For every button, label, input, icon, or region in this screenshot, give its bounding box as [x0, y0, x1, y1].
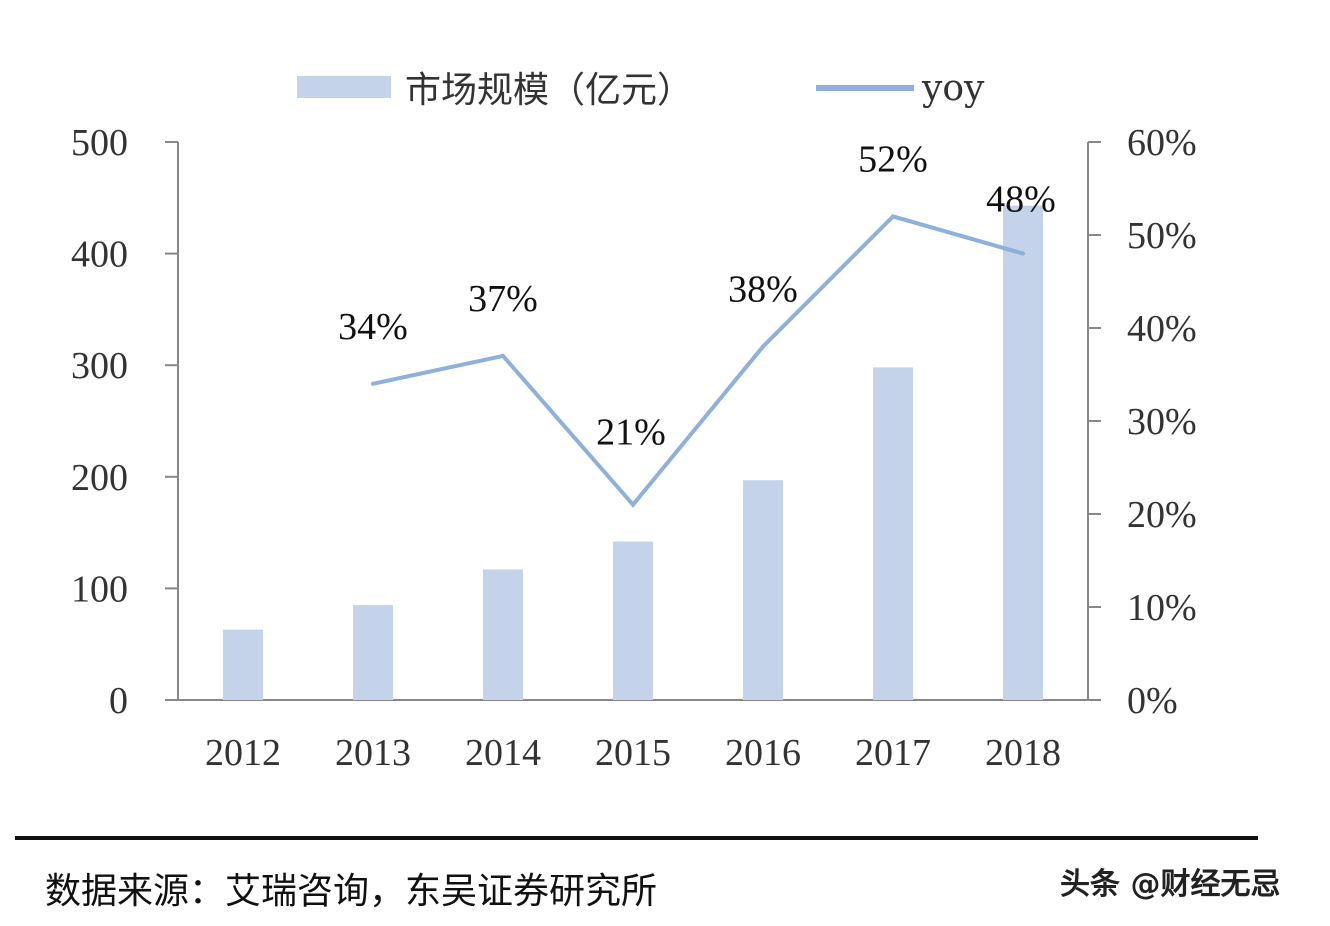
- data-labels: 34% 37% 21% 38% 52% 48%: [338, 138, 1056, 453]
- legend-line-label: yoy: [921, 68, 985, 109]
- yoy-label-2015: 21%: [596, 412, 666, 454]
- right-tick-label: 40%: [1127, 308, 1197, 350]
- yoy-label-2013: 34%: [338, 306, 408, 348]
- yoy-polyline: [372, 214, 1024, 508]
- right-tick-label: 60%: [1127, 122, 1197, 164]
- bar-2014: [483, 569, 523, 700]
- x-tick-label: 2013: [335, 732, 411, 774]
- watermark: 头条 @财经无忌: [1060, 867, 1280, 902]
- right-tick-label: 30%: [1127, 401, 1197, 443]
- source-note: 数据来源：艾瑞咨询，东吴证券研究所: [45, 871, 657, 912]
- bar-2016: [743, 480, 783, 700]
- right-tick-label: 0%: [1127, 680, 1178, 722]
- yoy-label-2018: 48%: [986, 179, 1056, 221]
- yoy-label-2017: 52%: [858, 138, 928, 180]
- x-tick-label: 2016: [725, 732, 801, 774]
- bar-2012: [223, 629, 263, 700]
- right-tick-label: 50%: [1127, 215, 1197, 257]
- x-tick-label: 2017: [855, 732, 931, 774]
- yoy-point-2016: [761, 344, 765, 349]
- yoy-point-2017: [891, 214, 895, 219]
- bar-2013: [353, 605, 393, 700]
- left-tick-label: 300: [71, 345, 128, 387]
- left-tick-label: 200: [71, 457, 128, 499]
- legend-bar-label: 市场规模（亿元）: [405, 70, 693, 111]
- axes: 0 100 200 300 400 500 0% 10% 20% 30% 40% 50% 60% 2012…: [71, 122, 1197, 774]
- legend-bar-swatch: [297, 76, 391, 98]
- x-tick-label: 2018: [985, 732, 1061, 774]
- bar-2015: [613, 541, 653, 700]
- yoy-point-2014: [501, 353, 505, 358]
- yoy-point-2018: [1021, 251, 1025, 256]
- yoy-point-2015: [631, 502, 635, 507]
- x-tick-label: 2015: [595, 732, 671, 774]
- x-tick-label: 2012: [205, 732, 281, 774]
- yoy-label-2016: 38%: [728, 269, 798, 311]
- right-tick-label: 20%: [1127, 494, 1197, 536]
- right-tick-label: 10%: [1127, 587, 1197, 629]
- legend: 市场规模（亿元） yoy: [297, 68, 985, 111]
- yoy-label-2014: 37%: [468, 278, 538, 320]
- yoy-point-2013: [371, 381, 375, 386]
- bar-2017: [873, 367, 913, 700]
- x-tick-label: 2014: [465, 732, 541, 774]
- left-tick-label: 0: [109, 680, 128, 722]
- left-tick-label: 100: [71, 568, 128, 610]
- bar-2018: [1003, 205, 1043, 700]
- bars: [223, 205, 1043, 700]
- yoy-line: [371, 214, 1025, 508]
- left-tick-label: 500: [71, 122, 128, 164]
- left-tick-label: 400: [71, 234, 128, 276]
